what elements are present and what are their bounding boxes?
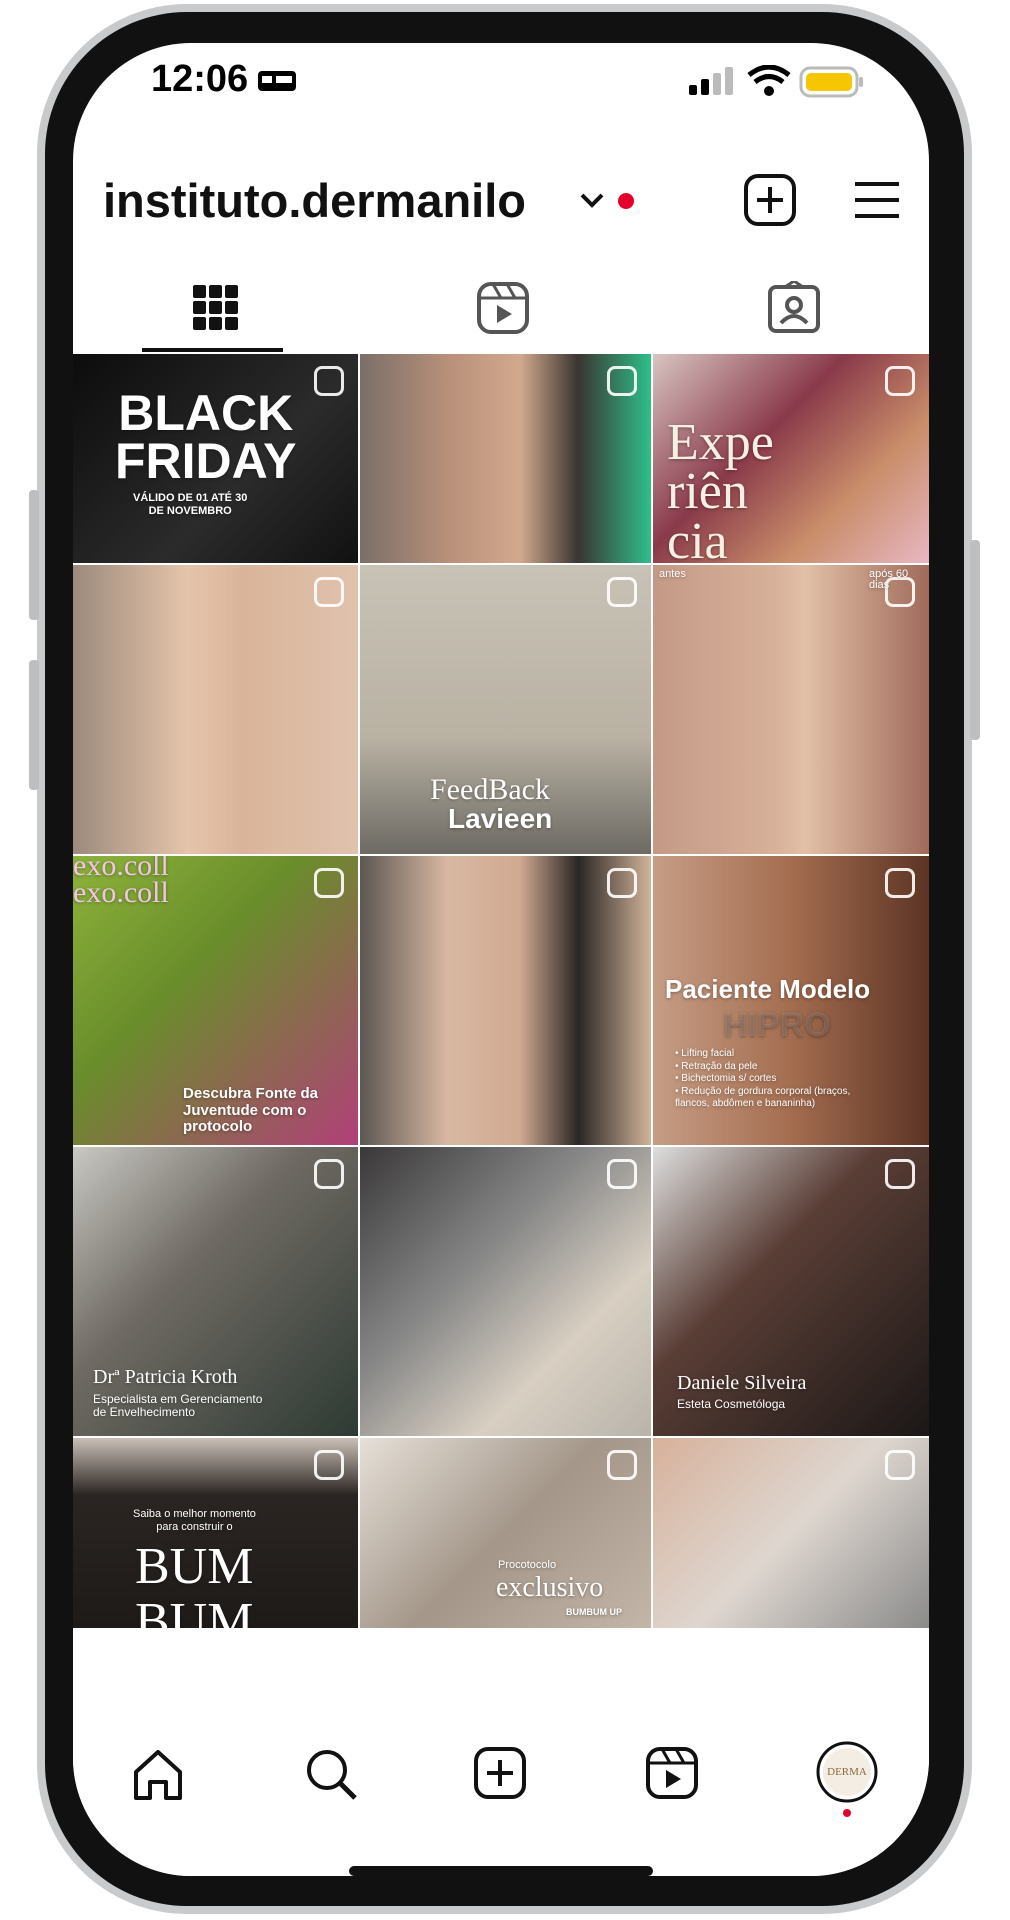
profile-button[interactable]: DERMA bbox=[816, 1741, 882, 1821]
post-caption-text: VÁLIDO DE 01 ATÉ 30 DE NOVEMBRO bbox=[133, 492, 248, 518]
side-button bbox=[29, 490, 39, 620]
post-thumbnail[interactable] bbox=[653, 1438, 929, 1628]
post-thumbnail[interactable] bbox=[73, 565, 358, 854]
post-thumbnail[interactable]: exo.coll exo.coll Descubra Fonte da Juven… bbox=[73, 856, 358, 1145]
post-caption-text: BUM BUM bbox=[135, 1538, 254, 1628]
post-thumbnail[interactable] bbox=[360, 354, 651, 563]
post-caption-text: BUMBUM UP bbox=[566, 1607, 622, 1617]
post-thumbnail[interactable]: Drª Patricia Kroth Especialista em Gerenc… bbox=[73, 1147, 358, 1436]
create-nav-button[interactable] bbox=[473, 1746, 529, 1802]
post-thumbnail[interactable] bbox=[360, 1147, 651, 1436]
reel-icon bbox=[314, 868, 344, 898]
carousel-icon bbox=[885, 868, 915, 898]
post-caption-text: BLACK FRIDAY bbox=[115, 385, 297, 489]
side-button bbox=[970, 540, 980, 740]
home-button[interactable] bbox=[130, 1746, 186, 1802]
post-thumbnail[interactable]: Daniele Silveira Esteta Cosmetóloga bbox=[653, 1147, 929, 1436]
reel-icon bbox=[607, 1450, 637, 1480]
home-indicator bbox=[349, 1866, 653, 1876]
time: 12:06 bbox=[151, 58, 249, 100]
carousel-icon bbox=[607, 868, 637, 898]
tagged-tab[interactable] bbox=[767, 281, 821, 335]
post-caption-text: após 60 dias bbox=[869, 568, 909, 591]
status-icons bbox=[689, 65, 863, 98]
post-caption-text: antes bbox=[659, 568, 686, 580]
post-thumbnail[interactable]: Expe riên cia bbox=[653, 354, 929, 563]
post-caption-text: Descubra Fonte da Juventude com o protoc… bbox=[183, 1085, 319, 1135]
post-thumbnail[interactable]: Procotocolo exclusivo BUMBUM UP bbox=[360, 1438, 651, 1628]
carousel-icon bbox=[314, 366, 344, 396]
reel-icon bbox=[607, 366, 637, 396]
post-caption-text: Paciente Modelo bbox=[665, 974, 871, 1004]
screen: 12:06 instituto.dermanilo BLACK FRIDAY VÁ… bbox=[73, 43, 929, 1876]
post-caption-text: Expe riên cia bbox=[667, 414, 774, 563]
post-caption-text: HIPRO bbox=[723, 1006, 831, 1044]
post-thumbnail[interactable]: FeedBack Lavieen bbox=[360, 565, 651, 854]
post-grid: BLACK FRIDAY VÁLIDO DE 01 ATÉ 30 DE NOVEM… bbox=[73, 354, 929, 1717]
post-caption-text: exo.coll exo.coll bbox=[73, 856, 169, 909]
reel-icon bbox=[607, 577, 637, 607]
post-caption-text: Daniele Silveira bbox=[677, 1372, 807, 1394]
reels-tab[interactable] bbox=[476, 281, 530, 335]
post-caption-text: exclusivo bbox=[496, 1572, 604, 1603]
reel-icon bbox=[314, 577, 344, 607]
post-thumbnail[interactable] bbox=[360, 856, 651, 1145]
sleep-icon bbox=[258, 71, 296, 91]
post-thumbnail[interactable]: Paciente Modelo HIPRO • Lifting facial • R… bbox=[653, 856, 929, 1145]
username[interactable]: instituto.dermanilo bbox=[103, 174, 526, 227]
post-caption-text: FeedBack bbox=[430, 773, 550, 806]
post-caption-text: Esteta Cosmetóloga bbox=[677, 1397, 786, 1411]
reel-icon bbox=[885, 1450, 915, 1480]
post-caption-text: • Lifting facial • Retração da pele • Bi… bbox=[675, 1048, 851, 1109]
post-caption-text: Procotocolo bbox=[498, 1559, 557, 1571]
post-caption-text: Lavieen bbox=[448, 803, 553, 834]
create-button[interactable] bbox=[743, 173, 799, 229]
post-caption-text: Especialista em Gerenciamento de Envelhe… bbox=[93, 1392, 263, 1420]
side-button bbox=[29, 660, 39, 790]
active-tab-indicator bbox=[142, 348, 283, 352]
post-thumbnail[interactable]: Saiba o melhor momento para construir o B… bbox=[73, 1438, 358, 1628]
grid-tab[interactable] bbox=[191, 283, 241, 333]
post-thumbnail[interactable]: antes após 60 dias bbox=[653, 565, 929, 854]
account-switch[interactable] bbox=[578, 183, 638, 223]
reels-nav-button[interactable] bbox=[645, 1746, 701, 1802]
reel-icon bbox=[885, 366, 915, 396]
post-thumbnail[interactable]: BLACK FRIDAY VÁLIDO DE 01 ATÉ 30 DE NOVEM… bbox=[73, 354, 358, 563]
post-caption-text: Drª Patricia Kroth bbox=[93, 1366, 238, 1388]
reel-icon bbox=[607, 1159, 637, 1189]
search-button[interactable] bbox=[303, 1746, 359, 1802]
post-caption-text: Saiba o melhor momento para construir o bbox=[133, 1508, 256, 1534]
reel-icon bbox=[885, 1159, 915, 1189]
carousel-icon bbox=[314, 1450, 344, 1480]
svg-text:DERMA: DERMA bbox=[827, 1766, 867, 1778]
carousel-icon bbox=[885, 577, 915, 607]
reel-icon bbox=[314, 1159, 344, 1189]
menu-button[interactable] bbox=[853, 178, 903, 222]
